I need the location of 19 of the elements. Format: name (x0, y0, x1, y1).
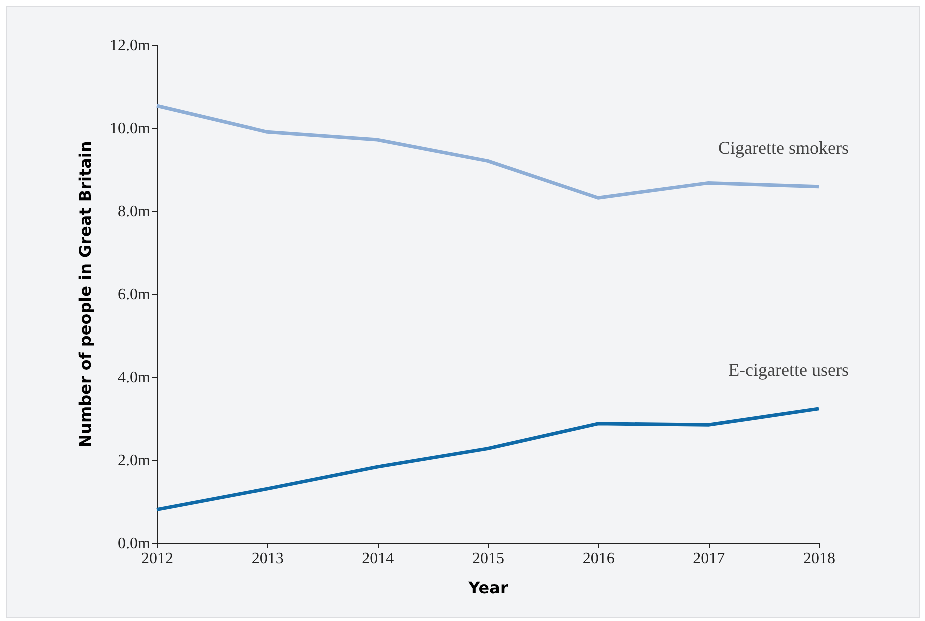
x-axis-title: Year (468, 578, 508, 598)
x-tick-label: 2012 (142, 550, 174, 568)
line-series (155, 407, 821, 512)
y-tick-label: 2.0m (118, 452, 152, 470)
y-axis-title: Number of people in Great Britain (76, 141, 96, 448)
y-tick-label: 10.0m (110, 120, 152, 138)
x-tick-label: 2015 (472, 550, 504, 568)
y-tick-label: 4.0m (118, 370, 152, 386)
y-tick-label: 8.0m (118, 204, 152, 220)
x-tick-label: 2017 (693, 550, 726, 568)
y-tick-label: 12.0m (110, 38, 152, 54)
y-tick-label: 6.0m (118, 286, 152, 304)
x-tick-label: 2013 (252, 550, 284, 568)
x-tick-label: 2016 (582, 550, 615, 568)
series-label: Cigarette smokers (718, 138, 849, 158)
y-tick-label: 0.0m (118, 536, 152, 552)
x-tick-label: 2018 (804, 550, 836, 568)
text: E-cigarette users (728, 360, 849, 380)
x-tick-label: 2014 (362, 550, 394, 568)
